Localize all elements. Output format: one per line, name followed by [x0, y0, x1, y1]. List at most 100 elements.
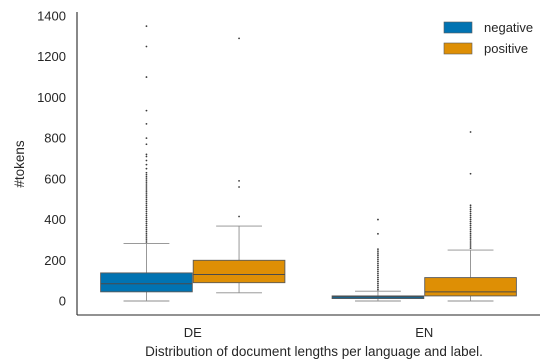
outlier-point [377, 268, 379, 271]
y-tick-label: 800 [44, 131, 66, 146]
outlier-point [469, 208, 472, 211]
legend-swatch-positive [443, 42, 473, 55]
outlier-point [238, 37, 240, 40]
outlier-point [145, 171, 148, 174]
outlier-point [469, 226, 472, 229]
outlier-point [145, 200, 148, 203]
outlier-point [145, 226, 148, 229]
outlier-point [145, 155, 148, 158]
outlier-point [377, 256, 379, 259]
outlier-point [377, 218, 379, 221]
outlier-point [145, 192, 148, 195]
y-tick-label: 600 [44, 171, 66, 186]
outlier-point [145, 222, 148, 225]
outlier-point [238, 215, 240, 218]
outlier-point [145, 196, 148, 199]
outlier-point [469, 214, 472, 217]
outlier-point [377, 266, 379, 269]
y-tick-label: 200 [44, 253, 66, 268]
box-negative-DE [100, 25, 193, 302]
outlier-point [145, 137, 148, 140]
box-positive-EN [424, 131, 517, 302]
outlier-point [145, 122, 148, 125]
outlier-point [469, 247, 472, 249]
outlier-point [377, 276, 379, 279]
outlier-point [145, 216, 148, 219]
outlier-point [145, 232, 148, 235]
legend: negative positive [443, 20, 533, 56]
outlier-point [145, 76, 148, 78]
outlier-point [377, 282, 379, 285]
legend-swatch-negative [443, 21, 473, 34]
y-tick-label: 1000 [37, 90, 66, 105]
outlier-point [145, 236, 148, 239]
outlier-point [469, 206, 472, 209]
outlier-point [145, 167, 148, 170]
box-negative-EN [331, 218, 425, 302]
outlier-point [145, 208, 148, 211]
outlier-point [145, 204, 148, 207]
box-body [192, 259, 286, 284]
outlier-point [377, 284, 379, 287]
outlier-point [145, 45, 148, 48]
outlier-point [145, 206, 148, 209]
box-positive-DE [192, 37, 286, 294]
outlier-point [145, 186, 148, 188]
y-tick-label: 0 [59, 294, 66, 309]
outlier-point [145, 159, 148, 162]
outlier-point [469, 232, 472, 235]
plot-area [100, 25, 517, 302]
outlier-point [145, 239, 148, 241]
outlier-point [469, 243, 472, 245]
outlier-point [145, 218, 148, 221]
outlier-point [469, 241, 472, 243]
outlier-point [145, 25, 148, 28]
outlier-point [469, 220, 472, 223]
outlier-point [377, 262, 379, 265]
box-body [424, 277, 517, 297]
outlier-point [469, 210, 472, 213]
outlier-point [145, 228, 148, 231]
x-tick-label: DE [184, 325, 202, 340]
outlier-point [145, 184, 148, 186]
outlier-point [469, 234, 472, 237]
outlier-point [377, 278, 379, 281]
outlier-point [145, 241, 148, 243]
outlier-point [377, 270, 379, 273]
outlier-point [469, 245, 472, 247]
outlier-point [145, 230, 148, 233]
outlier-point [145, 220, 148, 223]
y-axis-label: #tokens [12, 140, 27, 188]
outlier-point [377, 252, 379, 255]
outlier-point [145, 194, 148, 197]
outlier-point [145, 153, 148, 156]
outlier-point [377, 274, 379, 277]
outlier-point [469, 172, 472, 175]
legend-label-negative: negative [484, 20, 533, 35]
x-axis-label: Distribution of document lengths per lan… [145, 344, 483, 359]
outlier-point [469, 228, 472, 231]
outlier-point [145, 214, 148, 217]
outlier-point [145, 182, 148, 184]
box-body [100, 272, 193, 293]
outlier-point [145, 202, 148, 205]
outlier-point [469, 222, 472, 225]
outlier-point [469, 131, 472, 133]
x-tick-label: EN [415, 325, 433, 340]
y-tick-label: 400 [44, 212, 66, 227]
outlier-point [469, 212, 472, 215]
outlier-point [145, 210, 148, 213]
outlier-point [377, 250, 379, 253]
outlier-point [145, 177, 148, 180]
legend-label-positive: positive [484, 41, 528, 56]
outlier-point [145, 198, 148, 201]
outlier-point [145, 175, 148, 178]
outlier-point [469, 236, 472, 239]
outlier-point [145, 212, 148, 215]
outlier-point [469, 239, 472, 241]
outlier-point [145, 109, 148, 112]
outlier-point [377, 254, 379, 257]
outlier-point [145, 143, 148, 146]
outlier-point [145, 190, 148, 192]
